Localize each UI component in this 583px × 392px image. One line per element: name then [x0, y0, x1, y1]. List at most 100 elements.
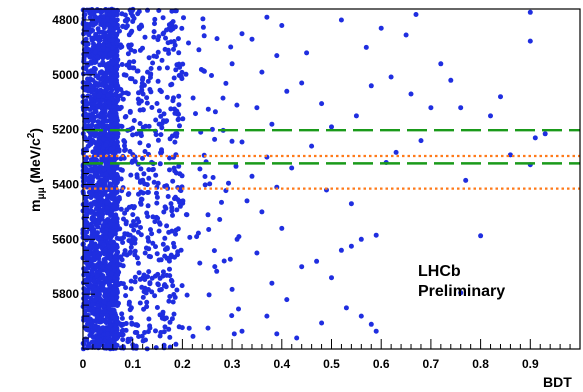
data-point: [146, 143, 151, 149]
data-point: [151, 34, 157, 40]
data-point: [107, 283, 113, 289]
data-point: [156, 228, 162, 234]
data-point: [164, 183, 170, 189]
data-point: [200, 24, 206, 30]
data-point: [137, 47, 143, 53]
data-point: [131, 65, 137, 71]
data-point: [96, 180, 102, 186]
data-point: [94, 234, 100, 240]
data-point: [176, 116, 181, 122]
data-point: [171, 244, 177, 250]
data-point: [114, 342, 120, 348]
data-point: [101, 167, 107, 173]
data-point: [109, 173, 114, 179]
data-point: [119, 311, 125, 317]
data-point: [153, 172, 159, 178]
data-point: [478, 233, 484, 239]
data-point: [114, 303, 120, 308]
data-point: [142, 285, 148, 291]
data-point: [136, 334, 142, 339]
data-point: [236, 234, 242, 240]
data-point: [174, 133, 179, 139]
data-point: [166, 326, 172, 332]
data-point: [167, 266, 172, 272]
data-point: [169, 228, 175, 234]
data-point: [107, 103, 113, 109]
data-point: [279, 23, 285, 28]
data-point: [103, 171, 109, 177]
data-point: [274, 331, 280, 337]
data-point: [166, 22, 172, 28]
data-point: [111, 217, 117, 223]
data-point: [141, 272, 147, 278]
data-point: [107, 253, 113, 259]
data-point: [299, 264, 305, 270]
data-point: [202, 182, 208, 188]
points-layer: [80, 6, 548, 352]
data-point: [133, 222, 139, 228]
data-point: [116, 282, 122, 288]
data-point: [139, 333, 145, 339]
data-point: [107, 323, 113, 329]
data-point: [111, 179, 117, 185]
data-point: [102, 308, 108, 314]
data-point: [170, 178, 176, 184]
data-point: [146, 269, 152, 275]
data-point: [106, 7, 112, 13]
data-point: [104, 175, 109, 181]
data-point: [88, 207, 94, 213]
data-point: [161, 30, 167, 36]
data-point: [125, 339, 131, 345]
data-point: [119, 11, 125, 17]
data-point: [170, 283, 176, 289]
data-point: [119, 315, 125, 321]
data-point: [162, 46, 168, 52]
data-point: [117, 28, 122, 34]
data-point: [157, 161, 163, 167]
data-point: [193, 111, 198, 117]
data-point: [84, 254, 90, 260]
data-point: [95, 113, 101, 119]
data-point: [229, 286, 235, 292]
data-point: [176, 93, 182, 99]
data-point: [108, 115, 114, 121]
data-point: [393, 149, 399, 155]
data-point: [217, 217, 223, 222]
data-point: [154, 190, 159, 196]
data-point: [279, 225, 285, 231]
data-point: [174, 287, 180, 293]
data-point: [163, 35, 168, 41]
data-point: [168, 82, 174, 88]
data-point: [88, 168, 94, 174]
data-point: [348, 243, 354, 249]
data-point: [105, 195, 111, 201]
data-point: [209, 126, 215, 132]
data-point: [167, 344, 173, 350]
data-point: [110, 296, 115, 301]
data-point: [123, 285, 129, 291]
data-point: [149, 289, 155, 295]
data-point: [160, 15, 166, 21]
data-point: [121, 216, 126, 222]
data-point: [94, 131, 100, 137]
data-point: [105, 162, 111, 168]
data-point: [93, 263, 99, 269]
data-point: [134, 255, 140, 261]
data-point: [137, 121, 143, 126]
data-point: [108, 66, 114, 71]
data-point: [149, 275, 155, 281]
data-point: [148, 72, 154, 78]
data-point: [146, 246, 152, 252]
data-point: [111, 264, 117, 269]
data-point: [100, 14, 106, 20]
data-point: [92, 80, 98, 86]
data-point: [118, 176, 124, 182]
data-point: [98, 268, 103, 274]
data-point: [105, 22, 111, 28]
data-point: [93, 295, 99, 301]
data-point: [343, 305, 349, 311]
data-point: [158, 257, 164, 263]
data-point: [89, 84, 95, 90]
data-point: [207, 181, 213, 187]
data-point: [98, 195, 104, 201]
